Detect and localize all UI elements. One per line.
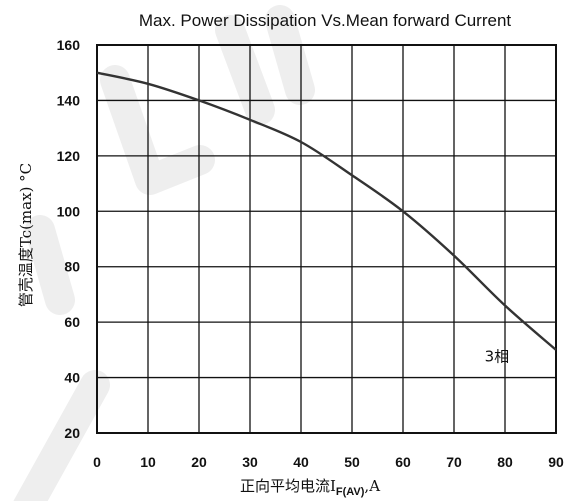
x-tick-label: 60	[395, 454, 411, 470]
watermark	[13, 5, 315, 501]
x-tick-label: 30	[242, 454, 258, 470]
x-tick-label: 10	[140, 454, 156, 470]
chart-title: Max. Power Dissipation Vs.Mean forward C…	[139, 11, 512, 30]
series-annotation-3-phase: 3相	[485, 347, 510, 365]
y-tick-label: 80	[64, 259, 80, 275]
y-tick-label: 60	[64, 314, 80, 330]
x-tick-label: 50	[344, 454, 360, 470]
series-line-3-phase	[96, 71, 557, 351]
x-axis-label: 正向平均电流IF(AV),A	[240, 477, 380, 498]
grid	[96, 44, 557, 434]
y-tick-label: 20	[64, 425, 80, 441]
y-tick-label: 40	[64, 370, 80, 386]
y-tick-label: 100	[57, 203, 81, 219]
y-tick-labels: 20 40 60 80 100 120 140 160	[57, 37, 81, 441]
y-tick-label: 160	[57, 37, 81, 53]
y-tick-label: 140	[57, 92, 81, 108]
plot-frame	[96, 44, 557, 434]
x-tick-label: 90	[548, 454, 564, 470]
y-tick-label: 120	[57, 148, 81, 164]
x-tick-label: 20	[191, 454, 207, 470]
x-tick-label: 40	[293, 454, 309, 470]
x-tick-label: 0	[93, 454, 101, 470]
y-axis-label: 管壳温度Tc(max) °C	[17, 163, 35, 307]
x-tick-label: 70	[446, 454, 462, 470]
x-tick-label: 80	[497, 454, 513, 470]
x-tick-labels: 0 10 20 30 40 50 60 70 80 90	[93, 454, 564, 470]
